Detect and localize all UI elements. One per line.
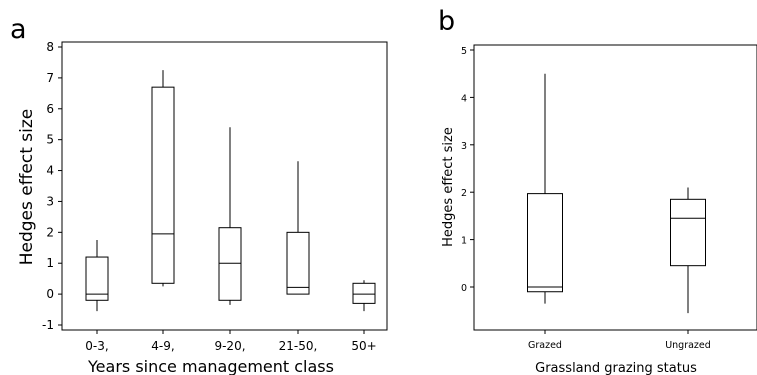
panel-a-y-tick-label: 0: [46, 287, 54, 301]
panel-b-chart: b Hedges effect size Grassland grazing s…: [438, 6, 757, 375]
panel-a-x-tick-label: 9-20,: [214, 339, 245, 353]
panel-a-letter: a: [10, 14, 27, 45]
panel-b-letter: b: [438, 6, 455, 37]
panel-a-y-axis-label: Hedges effect size: [17, 109, 37, 266]
panel-a-box-3: [286, 161, 310, 295]
panel-a-y-tick-label: 8: [46, 40, 54, 54]
panel-a-x-tick-label: 0-3,: [85, 339, 108, 353]
panel-b-iqr-box: [670, 198, 706, 267]
panel-b-y-tick-label: 1: [461, 236, 467, 247]
panel-b-y-tick-label: 5: [461, 46, 467, 57]
panel-a-box-4: [352, 280, 376, 312]
panel-a-y-tick-label: 7: [46, 71, 54, 85]
panel-b-plot-frame: [473, 44, 757, 331]
panel-b-y-tick-label: 4: [461, 93, 467, 104]
panel-b-y-tick-label: 0: [461, 283, 467, 294]
panel-b-x-tick-label: Grazed: [528, 340, 562, 351]
panel-a-y-tick-label: 3: [46, 194, 54, 208]
panel-a-plot-frame: [61, 41, 388, 331]
panel-a-x-tick-label: 21-50,: [279, 339, 318, 353]
panel-a-iqr-box: [218, 227, 242, 301]
panel-a-box-0: [85, 240, 109, 312]
panel-b-box-1: [670, 187, 706, 314]
panel-b-y-tick-label: 3: [461, 141, 467, 152]
panel-a-x-axis-label: Years since management class: [87, 357, 334, 375]
panel-a-iqr-box: [286, 231, 310, 295]
panel-a-y-tick-label: 6: [46, 102, 54, 116]
panel-a-iqr-box: [151, 86, 175, 284]
panel-a-box-2: [218, 127, 242, 305]
panel-a-x-tick-label: 4-9,: [151, 339, 174, 353]
panel-b-iqr-box: [527, 193, 563, 293]
panel-b-y-axis-label: Hedges effect size: [441, 127, 456, 247]
panel-a-iqr-box: [85, 256, 109, 301]
panel-a-y-tick-label: 1: [46, 256, 54, 270]
panel-a-y-tick-label: 2: [46, 225, 54, 239]
panel-a-x-tick-label: 50+: [351, 339, 376, 353]
panel-a-y-tick-label: 4: [46, 164, 54, 178]
panel-b-box-0: [527, 73, 563, 304]
panel-a-iqr-box: [352, 282, 376, 304]
panel-a-y-tick-label: 5: [46, 133, 54, 147]
panel-b-y-tick-label: 2: [461, 188, 467, 199]
panel-a-box-1: [151, 70, 175, 287]
panel-a-chart: a Hedges effect size Years since managem…: [10, 14, 388, 375]
panel-b-x-axis-label: Grassland grazing status: [535, 361, 697, 375]
panel-b-x-tick-label: Ungrazed: [665, 340, 711, 351]
panel-a-y-tick-label: -1: [42, 318, 54, 332]
